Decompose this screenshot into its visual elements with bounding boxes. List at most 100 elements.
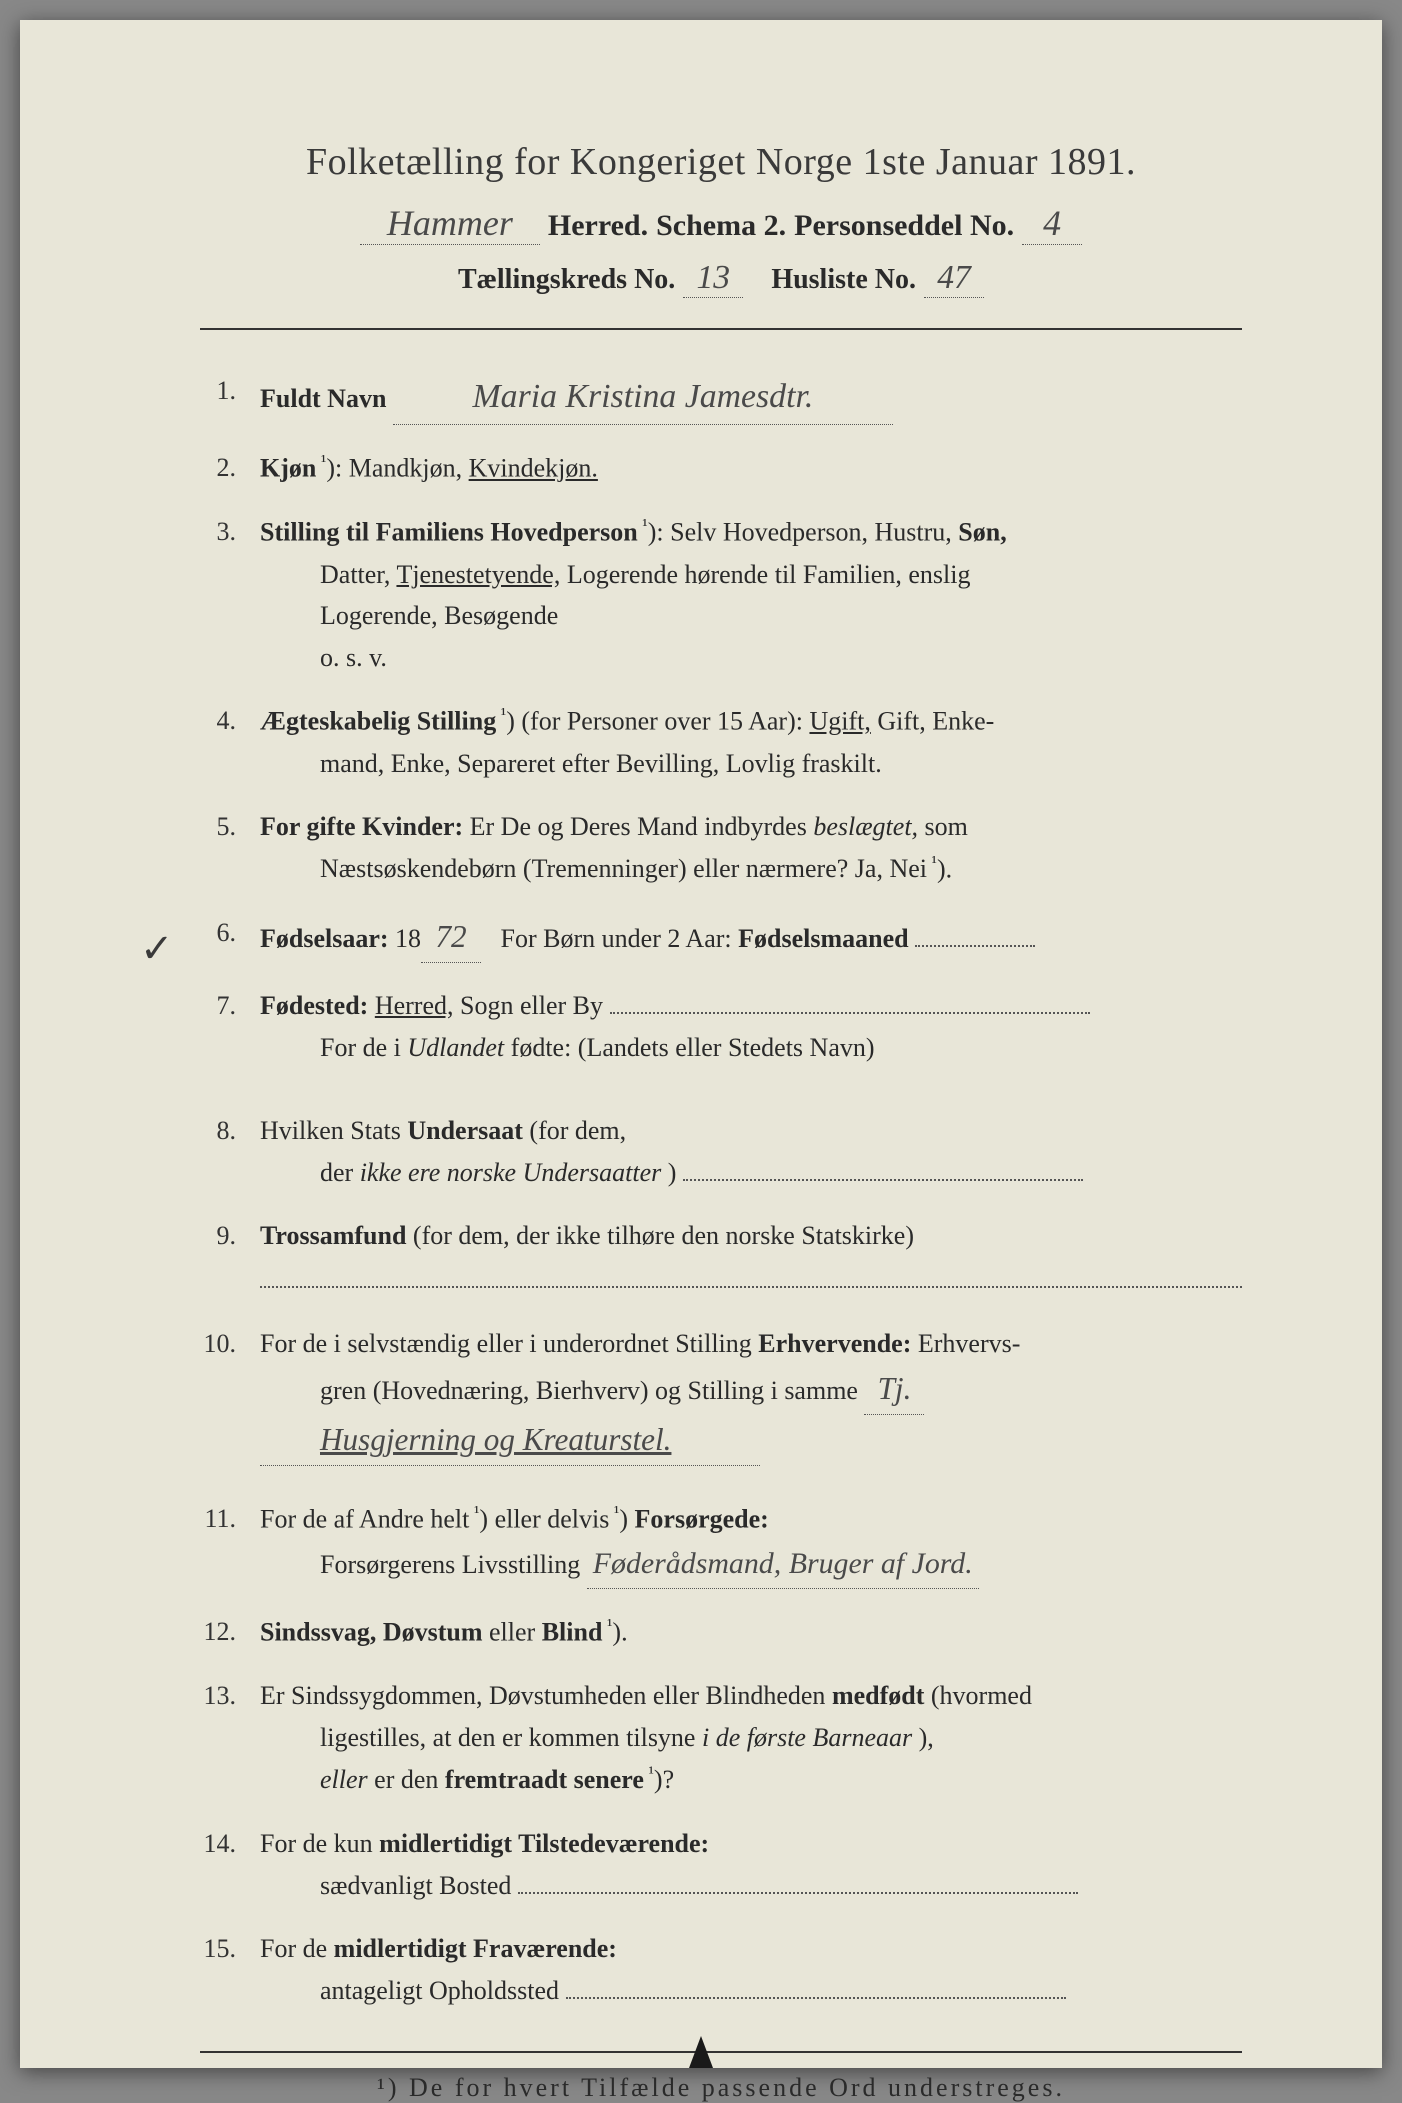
item-number: 10. — [200, 1323, 260, 1365]
text: For Børn under 2 Aar: — [501, 924, 739, 953]
text: Er De og Deres Mand indbyrdes — [470, 812, 814, 841]
indent: ligestilles, at den er kommen tilsyne i … — [260, 1723, 934, 1752]
item-number: 12. — [200, 1611, 260, 1653]
tkreds-no: 13 — [683, 259, 743, 298]
text-bold: fremtraadt senere — [445, 1765, 644, 1794]
item-2: 2. Kjøn ¹): Mandkjøn, Kvindekjøn. — [200, 447, 1242, 489]
footnote-ref: ¹ — [496, 704, 506, 724]
text: Logerende hørende til Familien, enslig — [567, 560, 971, 589]
text-bold: Erhvervende: — [758, 1329, 911, 1358]
year-value: 72 — [421, 912, 481, 963]
item-9: 9. Trossamfund (for dem, der ikke tilhør… — [200, 1215, 1242, 1300]
text: eller delvis — [495, 1505, 610, 1534]
footnote-ref: ¹ — [927, 852, 937, 872]
text: gren (Hovednæring, Bierhverv) og Stillin… — [260, 1376, 858, 1405]
item-6: 6. Fødselsaar: 1872 For Børn under 2 Aar… — [200, 912, 1242, 963]
item-content: Trossamfund (for dem, der ikke tilhøre d… — [260, 1215, 1242, 1300]
text: (hvormed — [931, 1681, 1032, 1710]
item-number: 3. — [200, 511, 260, 553]
text: ), — [919, 1723, 934, 1752]
header-row-1: Hammer Herred. Schema 2. Personseddel No… — [200, 202, 1242, 245]
text: fødte: (Landets eller Stedets Navn) — [511, 1033, 875, 1062]
item-content: For de af Andre helt ¹) eller delvis ¹) … — [260, 1498, 1242, 1589]
text: For de — [260, 1934, 334, 1963]
text: sædvanligt Bosted — [260, 1871, 511, 1900]
field-label: For gifte Kvinder: — [260, 812, 463, 841]
item-8: 8. Hvilken Stats Undersaat (for dem, der… — [200, 1110, 1242, 1193]
census-form-page: Folketælling for Kongeriget Norge 1ste J… — [20, 20, 1382, 2068]
item-15: 15. For de midlertidigt Fraværende: anta… — [200, 1928, 1242, 2011]
item-12: 12. Sindssvag, Døvstum eller Blind ¹). — [200, 1611, 1242, 1653]
footnote-ref: ¹ — [469, 1502, 479, 1522]
text: For de af Andre helt — [260, 1505, 469, 1534]
footnote-ref: ¹ — [644, 1763, 654, 1783]
item-5: 5. For gifte Kvinder: Er De og Deres Man… — [200, 806, 1242, 890]
text-bold: Forsørgede: — [635, 1505, 769, 1534]
item-content: Fødselsaar: 1872 For Børn under 2 Aar: F… — [260, 912, 1242, 963]
text: Selv Hovedperson, Hustru, — [670, 518, 958, 547]
item-content: For gifte Kvinder: Er De og Deres Mand i… — [260, 806, 1242, 890]
occupation-2: Husgjerning og Kreaturstel. — [260, 1415, 760, 1466]
blank-field — [610, 1012, 1090, 1014]
item-content: Kjøn ¹): Mandkjøn, Kvindekjøn. — [260, 447, 1242, 489]
text: (for dem, der ikke tilhøre den norske St… — [413, 1221, 914, 1250]
divider-top — [200, 328, 1242, 330]
text: ligestilles, at den er kommen tilsyne — [320, 1723, 702, 1752]
selected-option: Kvindekjøn. — [469, 454, 598, 483]
blank-line — [260, 1257, 1242, 1288]
text-italic: ikke ere norske Undersaatter — [360, 1158, 662, 1187]
herred-value: Hammer — [360, 202, 540, 245]
text: For de kun — [260, 1829, 379, 1858]
person-no: 4 — [1022, 202, 1082, 245]
item-14: 14. For de kun midlertidigt Tilstedevære… — [200, 1823, 1242, 1906]
text-italic: Udlandet — [407, 1033, 504, 1062]
main-title: Folketælling for Kongeriget Norge 1ste J… — [200, 140, 1242, 184]
item-1: 1. Fuldt Navn Maria Kristina Jamesdtr. — [200, 370, 1242, 425]
field-label: Fødselsaar: — [260, 924, 389, 953]
item-content: Hvilken Stats Undersaat (for dem, der ik… — [260, 1110, 1242, 1193]
text-bold: Blind — [542, 1618, 603, 1647]
text: Gift, Enke- — [877, 707, 994, 736]
text-bold: Fødselsmaaned — [738, 924, 908, 953]
item-number: 5. — [200, 806, 260, 848]
year-prefix: 18 — [395, 924, 421, 953]
text-bold: Undersaat — [407, 1116, 523, 1145]
item-10: 10. For de i selvstændig eller i underor… — [200, 1323, 1242, 1466]
text-bold: medfødt — [832, 1681, 924, 1710]
occupation-1: Tj. — [864, 1364, 924, 1415]
text: mand, Enke, Separeret efter Bevilling, L… — [260, 749, 882, 778]
text-italic: beslægtet, — [813, 812, 918, 841]
text: Næstsøskendebørn (Tremenninger) eller næ… — [260, 854, 927, 883]
item-number: 13. — [200, 1675, 260, 1717]
item-content: Er Sindssygdommen, Døvstumheden eller Bl… — [260, 1675, 1242, 1800]
item-3: 3. Stilling til Familiens Hovedperson ¹)… — [200, 511, 1242, 678]
checkmark-icon: ✓ — [140, 925, 174, 972]
item-content: For de midlertidigt Fraværende: antageli… — [260, 1928, 1242, 2011]
indent: eller er den fremtraadt senere ¹)? — [260, 1765, 674, 1794]
text: Hvilken Stats — [260, 1116, 407, 1145]
text: der — [320, 1158, 360, 1187]
field-label: Fuldt Navn — [260, 384, 386, 413]
text-bold: midlertidigt Fraværende: — [334, 1934, 617, 1963]
text: o. s. v. — [260, 643, 387, 672]
selected-option: Herred, — [375, 991, 454, 1020]
text: Erhvervs- — [918, 1329, 1021, 1358]
tkreds-label: Tællingskreds No. — [458, 264, 675, 296]
item-content: Fuldt Navn Maria Kristina Jamesdtr. — [260, 370, 1242, 425]
page-tear — [671, 2028, 731, 2068]
text: For de i — [320, 1033, 407, 1062]
footnote: ¹) De for hvert Tilfælde passende Ord un… — [200, 2073, 1242, 2103]
item-number: 14. — [200, 1823, 260, 1865]
option-text: Mandkjøn, — [349, 454, 469, 483]
item-content: Fødested: Herred, Sogn eller By For de i… — [260, 985, 1242, 1068]
footnote-ref: ¹ — [602, 1615, 612, 1635]
text: er den — [374, 1765, 445, 1794]
text: Sogn eller By — [460, 991, 603, 1020]
item-13: 13. Er Sindssygdommen, Døvstumheden elle… — [200, 1675, 1242, 1800]
text: antageligt Opholdssted — [260, 1976, 559, 2005]
field-label: Fødested: — [260, 991, 368, 1020]
text: Logerende, Besøgende — [260, 601, 558, 630]
blank-field — [566, 1997, 1066, 1999]
text: ) — [668, 1158, 677, 1187]
item-content: Sindssvag, Døvstum eller Blind ¹). — [260, 1611, 1242, 1653]
